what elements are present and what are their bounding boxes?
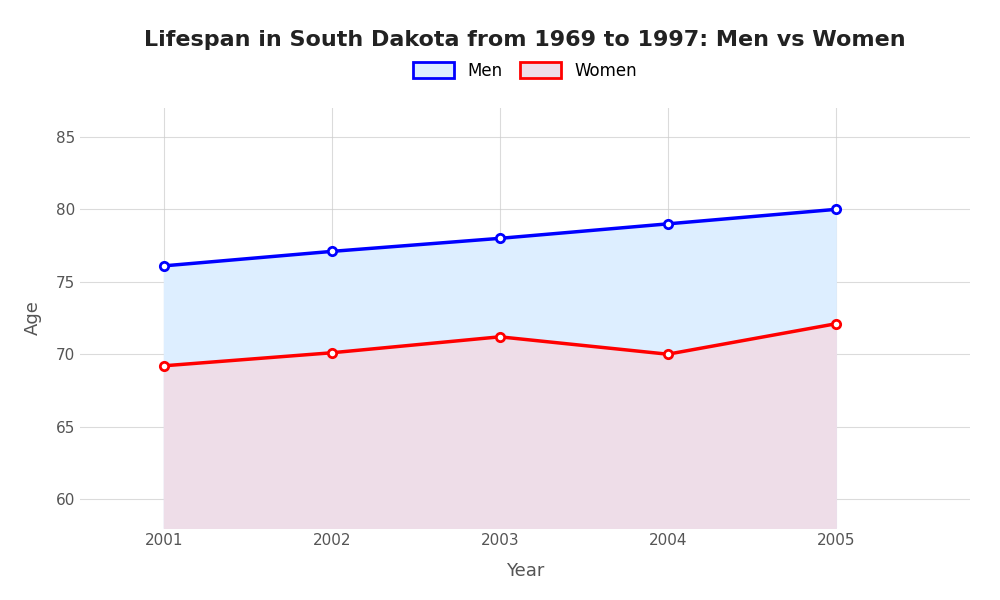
Title: Lifespan in South Dakota from 1969 to 1997: Men vs Women: Lifespan in South Dakota from 1969 to 19…: [144, 29, 906, 49]
Legend: Men, Women: Men, Women: [413, 62, 637, 80]
Y-axis label: Age: Age: [24, 301, 42, 335]
X-axis label: Year: Year: [506, 562, 544, 580]
